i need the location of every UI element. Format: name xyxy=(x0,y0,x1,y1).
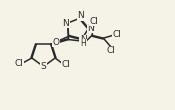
Text: H: H xyxy=(80,39,86,49)
Text: N: N xyxy=(62,19,69,28)
Text: N: N xyxy=(80,35,87,44)
Text: Cl: Cl xyxy=(89,17,98,26)
Text: S: S xyxy=(41,62,46,71)
Text: Cl: Cl xyxy=(113,30,122,39)
Text: N: N xyxy=(87,24,94,33)
Text: Cl: Cl xyxy=(107,46,116,55)
Text: N: N xyxy=(77,11,84,20)
Text: Cl: Cl xyxy=(62,60,71,69)
Text: Cl: Cl xyxy=(14,59,23,68)
Text: O: O xyxy=(52,38,59,47)
